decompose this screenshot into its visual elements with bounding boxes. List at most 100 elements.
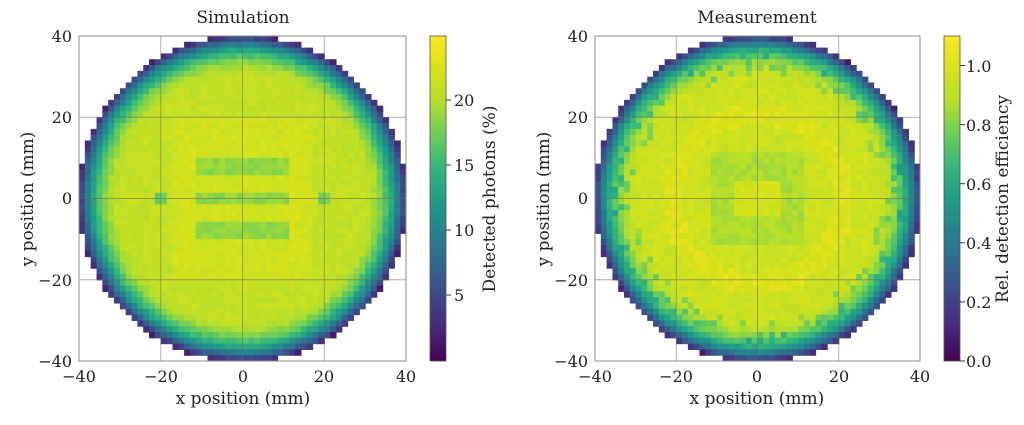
heatmap-cell	[792, 117, 799, 124]
heatmap-cell	[300, 320, 308, 327]
heatmap-cell	[330, 279, 337, 287]
heatmap-cell	[341, 117, 349, 124]
heatmap-cell	[382, 273, 390, 281]
heatmap-cell	[201, 41, 209, 49]
heatmap-cell	[682, 186, 689, 194]
heatmap-cell	[248, 192, 255, 200]
heatmap-cell	[125, 279, 133, 287]
heatmap-cell	[160, 320, 168, 327]
heatmap-cell	[347, 111, 355, 118]
heatmap-cell	[265, 157, 273, 165]
heatmap-cell	[647, 308, 654, 316]
heatmap-cell	[271, 163, 279, 171]
heatmap-cell	[376, 117, 384, 124]
heatmap-cell	[318, 250, 325, 258]
heatmap-cell	[341, 204, 349, 211]
heatmap-cell	[728, 47, 735, 55]
heatmap-cell	[844, 105, 851, 113]
heatmap-cell	[207, 186, 214, 194]
heatmap-cell	[658, 302, 666, 310]
heatmap-cell	[242, 192, 249, 200]
heatmap-cell	[896, 273, 904, 281]
heatmap-cell	[324, 157, 331, 165]
heatmap-cell	[201, 88, 209, 95]
heatmap-cell	[213, 320, 220, 327]
heatmap-cell	[283, 140, 290, 147]
heatmap-cell	[207, 198, 214, 205]
heatmap-cell	[670, 128, 677, 136]
heatmap-cell	[160, 181, 168, 188]
heatmap-cell	[318, 88, 325, 95]
heatmap-cell	[201, 198, 209, 205]
heatmap-cell	[624, 221, 631, 229]
heatmap-cell	[108, 111, 115, 118]
heatmap-cell	[844, 70, 851, 78]
heatmap-cell	[207, 291, 214, 298]
heatmap-cell	[283, 343, 290, 350]
heatmap-cell	[792, 47, 799, 55]
heatmap-cell	[242, 163, 249, 171]
heatmap-cell	[312, 279, 320, 287]
heatmap-cell	[798, 302, 805, 310]
heatmap-cell	[618, 210, 625, 217]
heatmap-cell	[879, 215, 886, 223]
heatmap-cell	[780, 192, 788, 200]
heatmap-cell	[131, 76, 138, 84]
heatmap-cell	[283, 262, 290, 269]
heatmap-cell	[119, 175, 127, 182]
heatmap-cell	[815, 256, 822, 263]
heatmap-cell	[821, 250, 828, 258]
heatmap-cell	[798, 349, 805, 356]
heatmap-cell	[705, 314, 712, 321]
heatmap-cell	[295, 343, 302, 350]
heatmap-cell	[160, 279, 168, 287]
heatmap-cell	[330, 262, 337, 269]
heatmap-cell	[271, 157, 279, 165]
heatmap-cell	[687, 331, 695, 339]
heatmap-cell	[376, 163, 384, 171]
heatmap-cell	[353, 221, 360, 229]
heatmap-cell	[693, 123, 701, 130]
heatmap-cell	[207, 94, 214, 101]
heatmap-cell	[682, 82, 689, 89]
heatmap-cell	[242, 186, 249, 194]
heatmap-cell	[815, 152, 822, 159]
heatmap-cell	[382, 262, 390, 269]
heatmap-cell	[114, 117, 121, 124]
heatmap-cell	[676, 244, 683, 252]
heatmap-cell	[160, 53, 168, 60]
heatmap-cell	[879, 128, 886, 136]
heatmap-cell	[774, 314, 782, 321]
heatmap-cell	[740, 355, 747, 361]
heatmap-cell	[670, 111, 677, 118]
heatmap-cell	[102, 105, 109, 113]
heatmap-cell	[388, 250, 395, 258]
heatmap-cell	[734, 326, 741, 333]
heatmap-cell	[131, 94, 138, 101]
heatmap-cell	[289, 175, 296, 182]
heatmap-cell	[149, 239, 156, 246]
heatmap-cell	[224, 117, 232, 124]
heatmap-cell	[224, 273, 232, 281]
heatmap-cell	[728, 239, 735, 246]
heatmap-cell	[172, 314, 179, 321]
heatmap-cell	[353, 239, 360, 246]
heatmap-cell	[740, 302, 747, 310]
heatmap-cell	[359, 221, 366, 229]
heatmap-cell	[803, 53, 811, 60]
heatmap-cell	[844, 198, 851, 205]
heatmap-cell	[699, 273, 706, 281]
heatmap-cell	[347, 192, 355, 200]
heatmap-cell	[137, 262, 144, 269]
heatmap-cell	[353, 117, 360, 124]
heatmap-cell	[248, 355, 255, 361]
heatmap-cell	[224, 308, 232, 316]
heatmap-cell	[254, 105, 261, 113]
heatmap-cell	[786, 250, 793, 258]
heatmap-cell	[780, 41, 788, 49]
heatmap-cell	[365, 169, 372, 176]
heatmap-cell	[230, 36, 238, 43]
heatmap-cell	[618, 140, 625, 147]
heatmap-cell	[722, 302, 730, 310]
heatmap-cell	[131, 239, 138, 246]
